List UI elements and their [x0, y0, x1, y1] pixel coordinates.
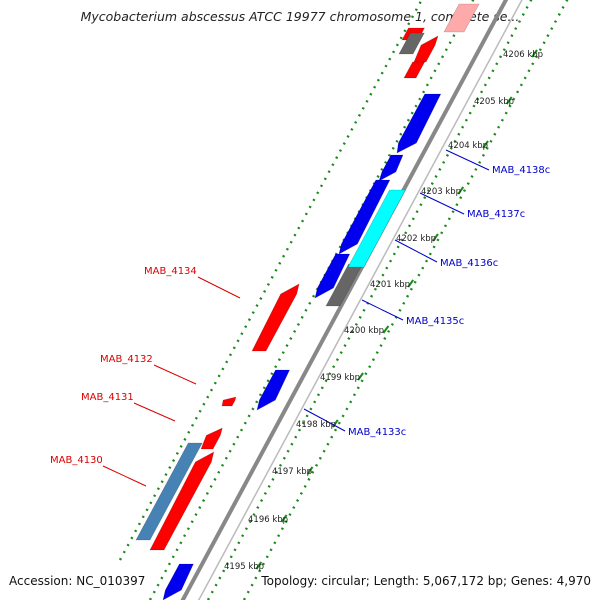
- ruler-major-tick: [357, 372, 364, 381]
- ruler-line-inner-right: [206, 0, 533, 600]
- leader-mab-4133c: [303, 408, 346, 432]
- label-leader-lines: [102, 149, 490, 487]
- gene-mab-4130-rna: [135, 442, 203, 541]
- gene-mab-4138c: [396, 93, 442, 154]
- gene-mab-4131: [200, 427, 223, 450]
- gene-features: [135, 3, 480, 600]
- ruler-label-4196: 4196 kbp: [248, 515, 288, 525]
- ruler-major-tick: [280, 514, 288, 523]
- ruler-major-tick: [505, 96, 513, 105]
- ruler-major-tick: [382, 325, 390, 334]
- gene-pseudo-b: [398, 32, 425, 55]
- ruler-label-4198: 4198 kbp: [296, 420, 336, 430]
- gene-label-mab-4134[interactable]: MAB_4134: [144, 266, 197, 277]
- ruler-label-4199: 4199 kbp: [320, 373, 360, 383]
- ruler-major-tick: [255, 561, 263, 570]
- ruler-major-tick: [457, 186, 465, 195]
- map-title: Mycobacterium abscessus ATCC 19977 chrom…: [80, 9, 520, 24]
- gene-mab-4135c: [314, 253, 351, 299]
- gene-bottom-reverse: [162, 563, 194, 600]
- leader-mab-4130: [102, 465, 147, 487]
- gene-label-mab-4138c[interactable]: MAB_4138c: [492, 165, 550, 176]
- gene-mab-4130: [149, 451, 215, 551]
- gene-top-forward-d: [443, 3, 480, 33]
- gene-label-mab-4130[interactable]: MAB_4130: [50, 455, 103, 466]
- leader-mab-4137c: [419, 192, 465, 215]
- ruler-major-tick: [531, 49, 538, 58]
- gene-label-mab-4135c[interactable]: MAB_4135c: [406, 316, 464, 327]
- ruler-line-inner-left: [148, 0, 475, 600]
- gene-label-mab-4137c[interactable]: MAB_4137c: [467, 209, 525, 220]
- ruler-label-4206: 4206 kbp: [503, 50, 543, 60]
- ruler-major-tick: [306, 466, 314, 475]
- backbone-line: [180, 0, 509, 600]
- leader-mab-4136c: [394, 239, 438, 263]
- ruler-label-4204: 4204 kbp: [448, 141, 488, 151]
- gene-label-mab-4133c[interactable]: MAB_4133c: [348, 427, 406, 438]
- gene-mab-4136c: [347, 189, 406, 268]
- leader-mab-4132: [153, 364, 197, 385]
- gene-mab-4134: [251, 283, 300, 352]
- gene-mab-4137c: [338, 179, 391, 255]
- gene-mab-4132: [221, 396, 237, 407]
- backbone-guide: [197, 0, 523, 600]
- ruler-label-4203: 4203 kbp: [421, 187, 461, 197]
- leader-mab-4134: [197, 276, 241, 299]
- ruler-label-4202: 4202 kbp: [396, 234, 436, 244]
- accession-text: Accession: NC_010397: [9, 574, 146, 588]
- gene-label-mab-4131[interactable]: MAB_4131: [81, 392, 134, 403]
- ruler-ticks: [118, 0, 569, 600]
- ruler-line-outer-right: [242, 0, 569, 600]
- chromosome-backbone: [180, 0, 523, 600]
- gene-top-forward-c: [403, 61, 426, 79]
- ruler-label-4201: 4201 kbp: [370, 280, 410, 290]
- ruler-label-4195: 4195 kbp: [224, 562, 264, 572]
- gene-label-mab-4132[interactable]: MAB_4132: [100, 354, 153, 365]
- ruler-label-4200: 4200 kbp: [344, 326, 384, 336]
- gene-mab-4138c-a: [378, 154, 404, 182]
- ruler-major-tick: [331, 419, 339, 428]
- leader-mab-4138c: [445, 149, 490, 171]
- leader-mab-4135c: [361, 299, 404, 321]
- ruler-label-4197: 4197 kbp: [272, 467, 312, 477]
- gene-label-mab-4136c[interactable]: MAB_4136c: [440, 258, 498, 269]
- ruler-major-tick: [482, 140, 489, 149]
- ruler-major-tick: [407, 279, 414, 288]
- genome-summary-text: Topology: circular; Length: 5,067,172 bp…: [261, 574, 591, 588]
- leader-mab-4131: [133, 402, 176, 422]
- ruler-label-4205: 4205 kbp: [474, 97, 514, 107]
- ruler-major-tick: [432, 233, 439, 242]
- gene-mab-4133c: [256, 369, 291, 411]
